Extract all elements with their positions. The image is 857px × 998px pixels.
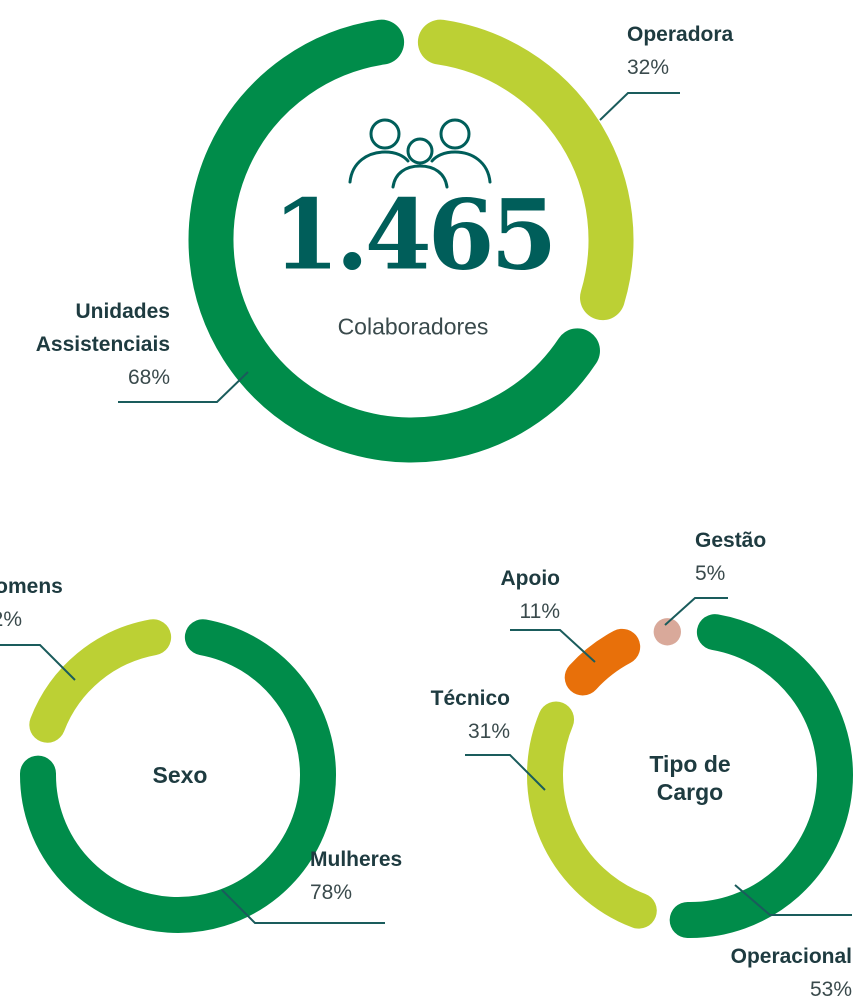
segment-label: Operadora 32% — [627, 18, 733, 84]
segment-label: Homens 22% — [0, 570, 63, 636]
donut-segment — [188, 19, 600, 463]
segment-label: Unidades Assistenciais 68% — [20, 295, 170, 394]
value-label: 5% — [695, 562, 726, 585]
value-label: 53% — [809, 978, 852, 998]
segment-label: Mulheres 78% — [310, 843, 402, 909]
category-name: Operadora — [627, 23, 734, 46]
people-icon — [348, 118, 492, 189]
segment-label: Apoio 11% — [501, 562, 560, 628]
leader-line — [510, 629, 596, 663]
value-label: 22% — [0, 608, 23, 631]
category-name: Mulheres — [310, 848, 403, 871]
segment-label: Técnico 31% — [431, 682, 510, 748]
segment-label: Operacional 53% — [731, 940, 852, 998]
leader-line — [221, 889, 385, 924]
category-name: Homens — [0, 575, 63, 598]
value-label: 78% — [310, 881, 353, 904]
center-label: Sexo — [152, 762, 208, 788]
leader-line — [0, 644, 76, 681]
value-label: 68% — [127, 366, 170, 389]
category-name: Unidades Assistenciais — [35, 300, 170, 356]
category-name: Técnico — [430, 687, 510, 710]
total-label: Colaboradores — [337, 313, 489, 340]
donut-segment — [527, 701, 657, 929]
total-value: 1.465 — [272, 178, 558, 292]
donut-segment — [564, 628, 641, 696]
value-label: 32% — [627, 56, 670, 79]
donut-segment — [653, 618, 681, 646]
segment-label: Gestão 5% — [695, 524, 766, 590]
donut-segment — [20, 619, 336, 933]
leader-line — [599, 92, 680, 121]
leader-line — [118, 371, 249, 403]
leader-line — [465, 754, 546, 791]
category-name: Operacional — [730, 945, 852, 968]
leader-line — [664, 597, 728, 626]
category-name: Gestão — [695, 529, 767, 552]
leader-line — [734, 884, 852, 916]
donut-segment — [669, 614, 853, 938]
category-name: Apoio — [500, 567, 560, 590]
donut-segment — [417, 19, 634, 321]
center-label: Tipo de Cargo — [649, 751, 731, 805]
donut-segment — [29, 619, 172, 743]
value-label: 31% — [467, 720, 510, 743]
value-label: 11% — [519, 600, 560, 623]
